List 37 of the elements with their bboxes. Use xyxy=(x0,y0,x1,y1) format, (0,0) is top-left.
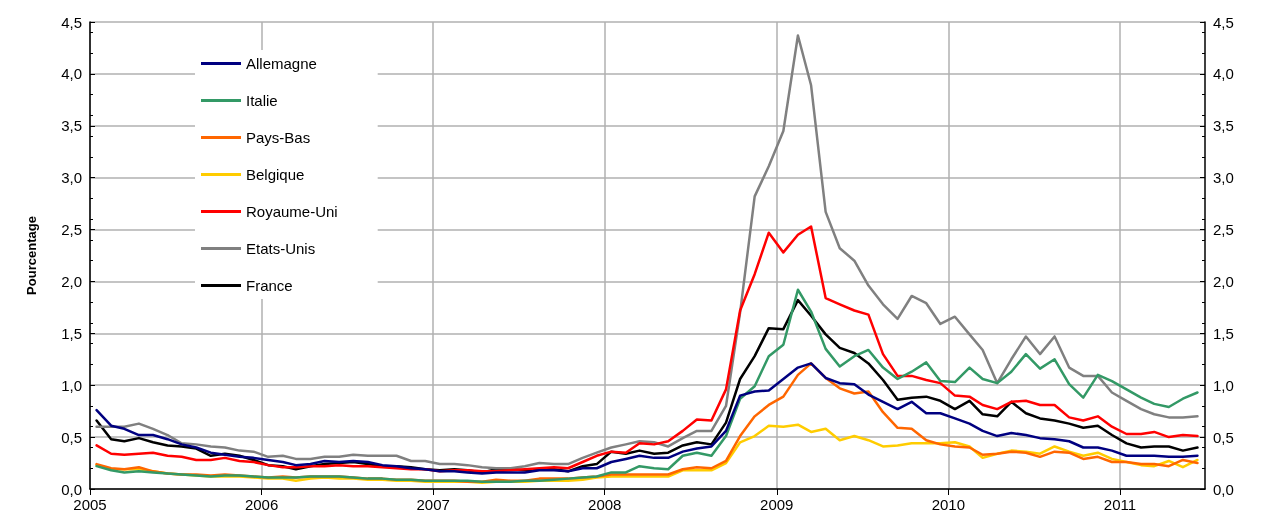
y2-tick-label: 4,0 xyxy=(1213,65,1234,83)
x-tick-label: 2007 xyxy=(416,496,450,513)
y-tick-label: 3,0 xyxy=(61,169,82,187)
y-tick-label: 4,0 xyxy=(61,65,82,83)
y2-tick-label: 4,5 xyxy=(1213,13,1234,31)
y-tick-label: 0,5 xyxy=(61,428,82,446)
y2-tick-label: 2,0 xyxy=(1213,272,1234,290)
line-series xyxy=(95,34,1199,470)
y-tick-label: 1,0 xyxy=(61,376,82,394)
x-tick-label: 2005 xyxy=(73,496,107,513)
legend-label: Pays-Bas xyxy=(246,129,311,146)
x-tick-label: 2009 xyxy=(760,496,794,513)
y2-tick-label: 0,0 xyxy=(1213,480,1234,498)
y2-tick-label: 0,5 xyxy=(1213,428,1234,446)
y2-tick-label: 3,5 xyxy=(1213,117,1234,135)
x-tick-label: 2011 xyxy=(1103,496,1137,513)
x-tick-label: 2010 xyxy=(931,496,966,513)
y2-tick-label: 3,0 xyxy=(1213,169,1234,187)
y-tick-label: 0,0 xyxy=(61,480,82,498)
legend-label: Royaume-Uni xyxy=(246,203,338,220)
legend-label: Belgique xyxy=(246,166,305,183)
legend-label: France xyxy=(246,277,293,294)
legend-label: Allemagne xyxy=(246,55,317,72)
y-axis-title: Pourcentage xyxy=(24,216,39,295)
y-tick-label: 4,5 xyxy=(61,13,82,31)
y-tick-label: 1,5 xyxy=(61,324,82,342)
line-series xyxy=(95,225,1199,473)
y-tick-label: 3,5 xyxy=(61,117,82,135)
x-tick-label: 2006 xyxy=(244,496,279,513)
y2-tick-label: 1,5 xyxy=(1213,324,1234,342)
legend-label: Etats-Unis xyxy=(246,240,316,257)
y-tick-label: 2,5 xyxy=(61,221,82,239)
y-tick-label: 2,0 xyxy=(61,272,82,290)
y2-tick-label: 2,5 xyxy=(1213,221,1234,239)
x-tick-label: 2008 xyxy=(588,496,622,513)
y2-tick-label: 1,0 xyxy=(1213,376,1234,394)
legend-label: Italie xyxy=(246,92,278,109)
